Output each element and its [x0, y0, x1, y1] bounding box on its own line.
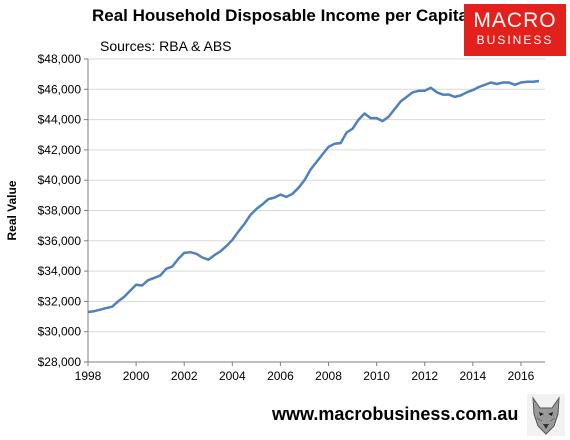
y-tick-label: $48,000	[38, 52, 82, 66]
y-tick-label: $34,000	[38, 264, 82, 278]
x-tick-label: 2014	[459, 369, 486, 383]
y-tick-label: $44,000	[38, 113, 82, 127]
chart-subtitle: Sources: RBA & ABS	[100, 38, 232, 54]
chart-title: Real Household Disposable Income per Cap…	[92, 6, 468, 25]
x-tick-label: 2012	[411, 369, 438, 383]
x-tick-label: 2008	[315, 369, 342, 383]
series-line	[87, 79, 540, 314]
gridlines	[88, 58, 545, 333]
y-tick-label: $28,000	[38, 355, 82, 369]
series-group	[87, 79, 540, 314]
y-tick-label: $38,000	[38, 204, 82, 218]
x-tick-label: 2004	[219, 369, 246, 383]
x-tick-label: 2002	[171, 369, 198, 383]
x-axis-ticks: 1998 2000 2002 2004 2006 2008 2010 2012 2014 2016	[75, 362, 535, 383]
x-tick-label: 2006	[267, 369, 294, 383]
macrobusiness-logo: MACRO BUSINESS	[464, 4, 566, 56]
y-axis-label: Real Value	[5, 180, 19, 240]
x-tick-label: 1998	[75, 369, 102, 383]
x-tick-label: 2016	[508, 369, 535, 383]
x-tick-label: 2000	[123, 369, 150, 383]
y-tick-label: $46,000	[38, 82, 82, 96]
footer-url: www.macrobusiness.com.au	[272, 404, 519, 424]
logo-line-1: MACRO	[473, 9, 557, 32]
wolf-icon	[527, 394, 565, 436]
y-axis-ticks: $28,000 $30,000 $32,000 $34,000 $36,000 $38,0…	[38, 52, 88, 369]
y-tick-label: $40,000	[38, 173, 82, 187]
y-tick-label: $42,000	[38, 143, 82, 157]
y-tick-label: $32,000	[38, 294, 82, 308]
y-tick-label: $30,000	[38, 325, 82, 339]
x-tick-label: 2010	[363, 369, 390, 383]
logo-line-2: BUSINESS	[476, 33, 554, 47]
y-tick-label: $36,000	[38, 234, 82, 248]
